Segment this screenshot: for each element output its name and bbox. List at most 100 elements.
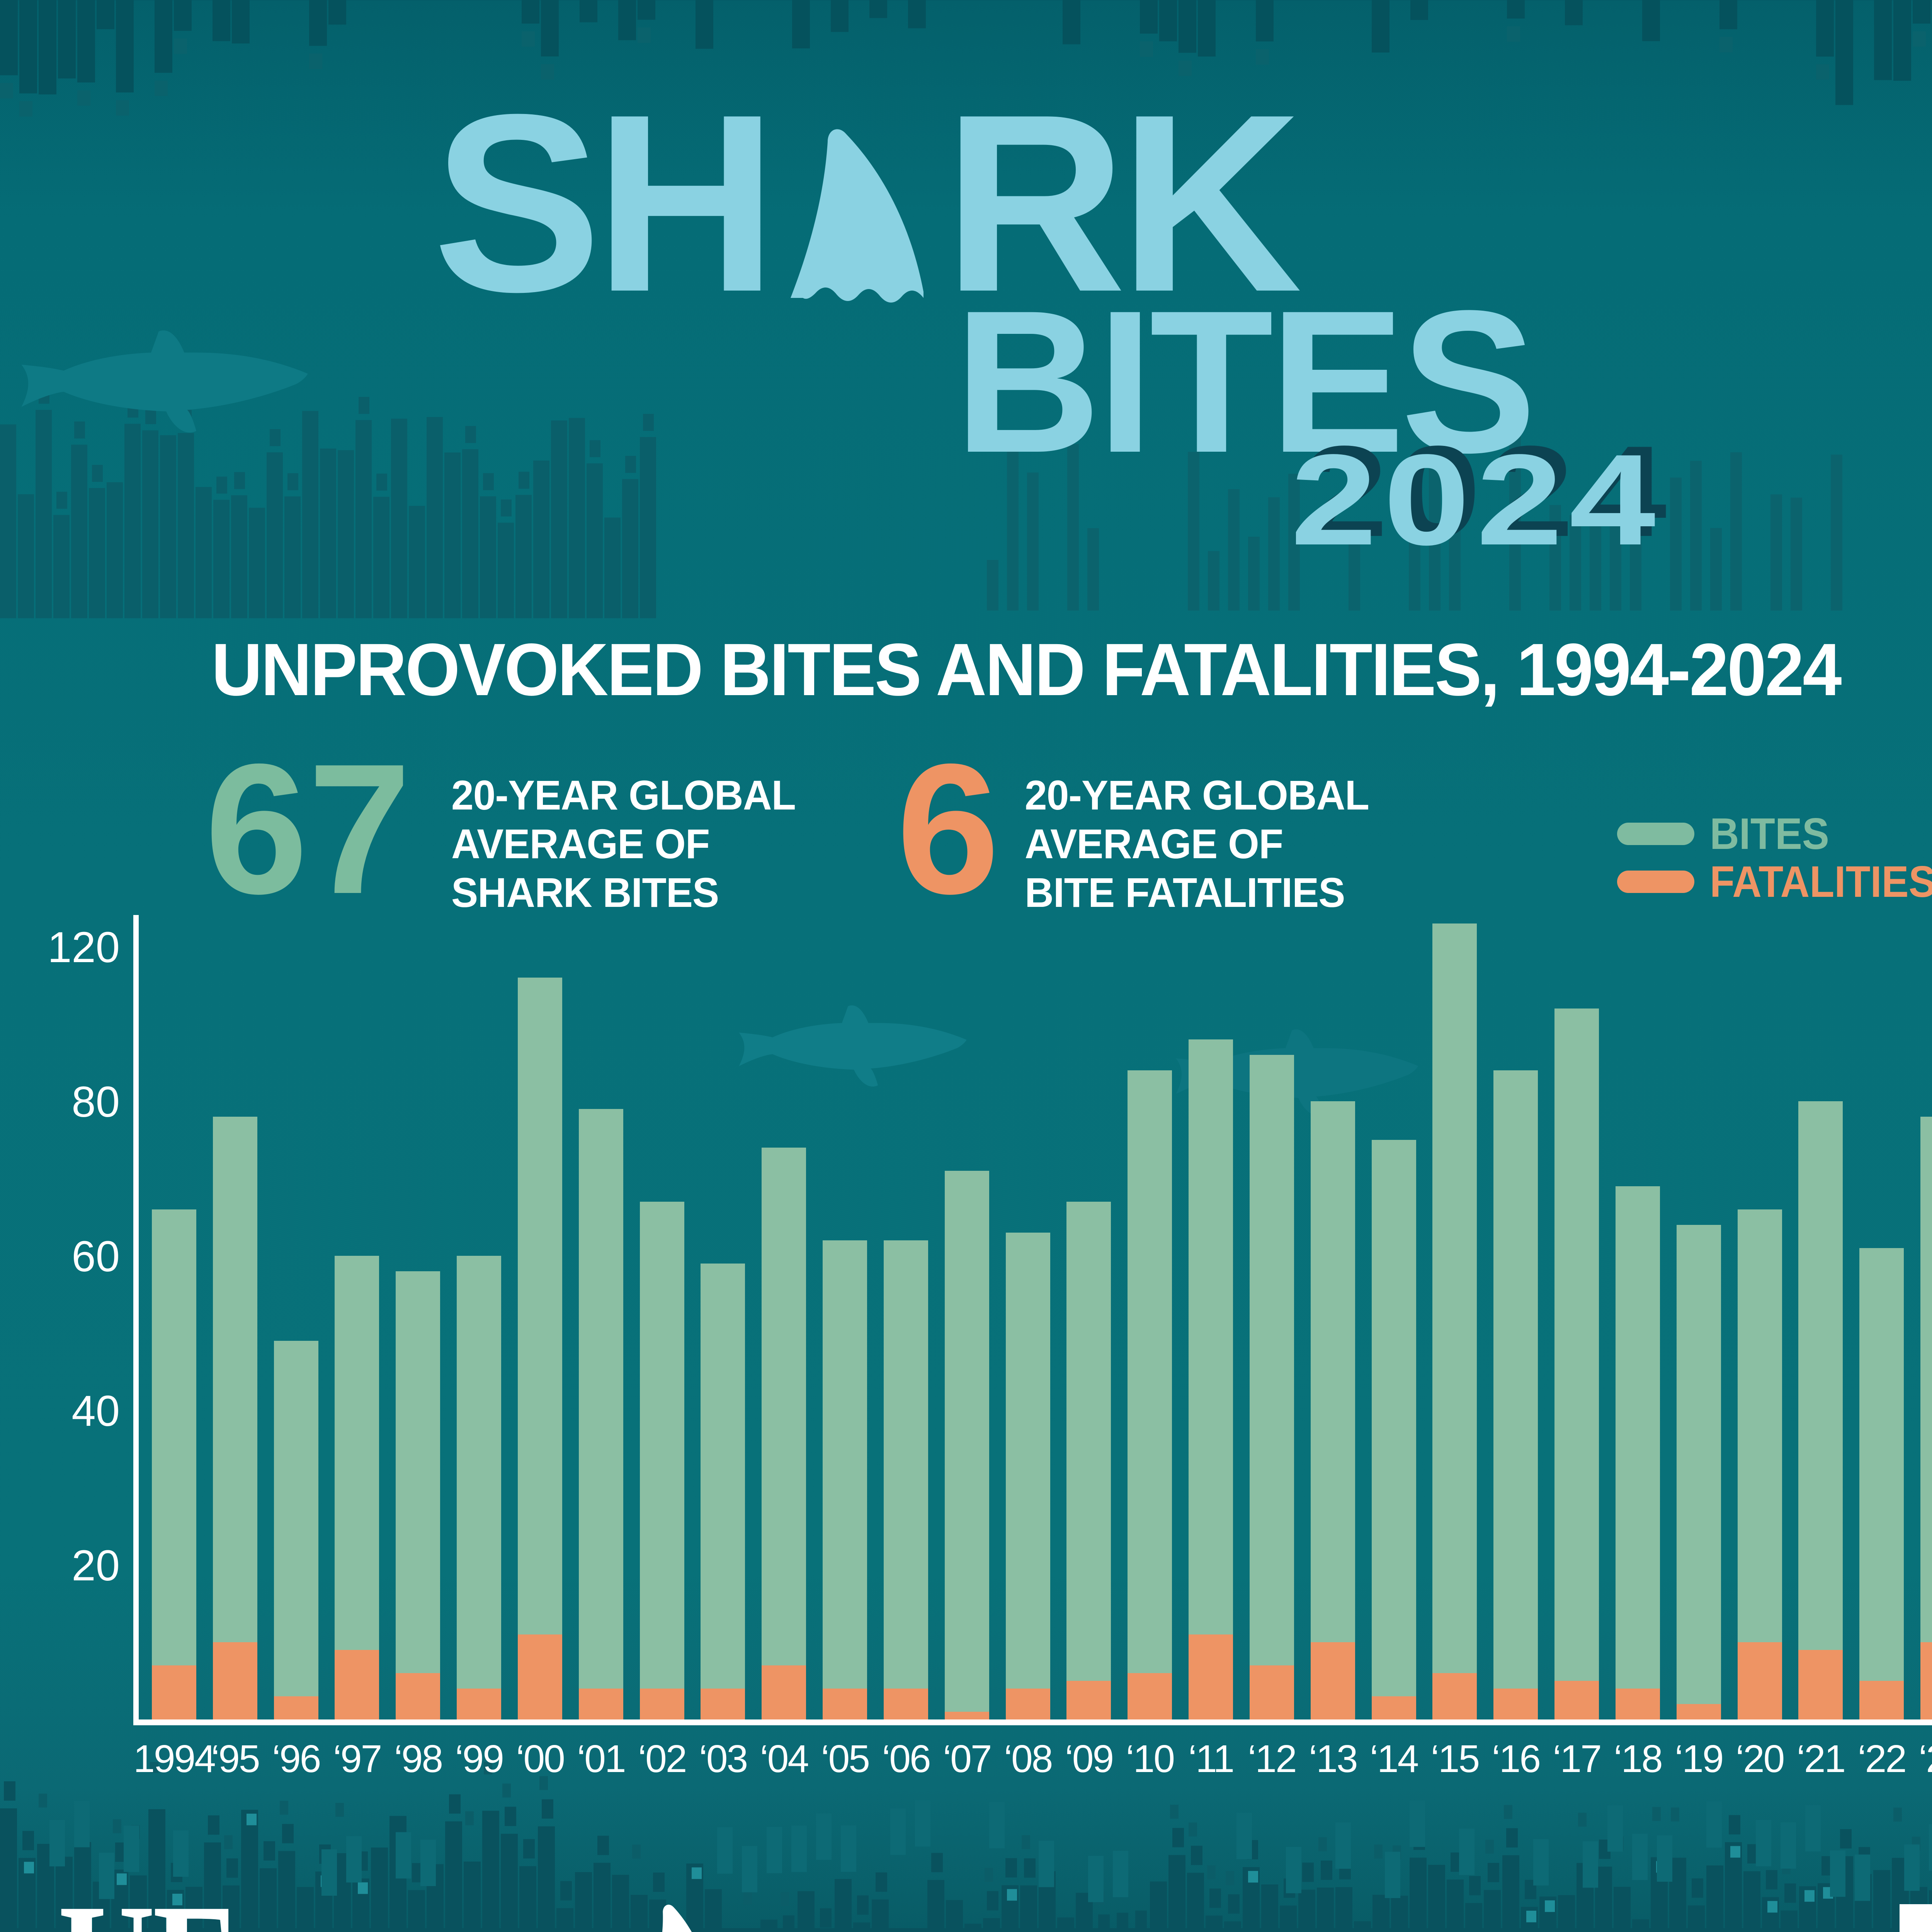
bites-bar-1997 xyxy=(335,1256,379,1719)
bar-2011: ‘11 xyxy=(1188,912,1235,1781)
bites-bar-2017 xyxy=(1554,1009,1599,1719)
bites-bar-2018 xyxy=(1615,1186,1660,1719)
x-tick-2015: ‘15 xyxy=(1430,1737,1480,1781)
fatalities-bar-1999 xyxy=(457,1689,502,1719)
fatalities-bar-2007 xyxy=(944,1712,989,1719)
bites-bar-2015 xyxy=(1432,923,1477,1719)
x-tick-1994: 1994 xyxy=(133,1737,216,1781)
bars-container: 1994 ‘95 ‘96 ‘97 ‘98 ‘99 ‘00 ‘01 ‘02 ‘03 ‘04 ‘05 ‘06… xyxy=(133,912,1932,1781)
fatalities-bar-2012 xyxy=(1249,1665,1294,1719)
bar-2003: ‘03 xyxy=(699,912,748,1781)
y-tick-20: 20 xyxy=(71,1541,120,1590)
title-word-bites: BITES xyxy=(954,269,1536,495)
x-tick-2006: ‘06 xyxy=(882,1737,931,1781)
bites-bar-2005 xyxy=(823,1240,867,1719)
bar-2006: ‘06 xyxy=(882,912,931,1781)
x-tick-2017: ‘17 xyxy=(1553,1737,1602,1781)
fatalities-bar-1996 xyxy=(274,1696,318,1719)
bites-bar-2023 xyxy=(1920,1117,1932,1719)
bites-bar-2001 xyxy=(578,1109,623,1719)
bites-bar-2000 xyxy=(517,978,562,1719)
stat-bites-average-label: 20-YEAR GLOBAL AVERAGE OF SHARK BITES xyxy=(451,772,796,916)
bar-2007: ‘07 xyxy=(943,912,992,1781)
fatalities-bar-2021 xyxy=(1798,1650,1843,1719)
fatalities-bar-1997 xyxy=(335,1650,379,1719)
x-tick-1997: ‘97 xyxy=(333,1737,382,1781)
bites-bar-2002 xyxy=(639,1202,684,1719)
bites-bar-2013 xyxy=(1310,1101,1355,1719)
bites-bar-2007 xyxy=(944,1171,989,1719)
fatalities-bar-2017 xyxy=(1554,1681,1599,1719)
shark-silhouette-top-left xyxy=(21,330,308,433)
bites-bar-2010 xyxy=(1128,1070,1172,1719)
bar-2001: ‘01 xyxy=(577,912,626,1781)
x-tick-2003: ‘03 xyxy=(699,1737,748,1781)
y-tick-80: 80 xyxy=(71,1078,120,1126)
x-tick-2008: ‘08 xyxy=(1003,1737,1053,1781)
title-year: 2024 xyxy=(1291,427,1662,572)
fatalities-bar-2003 xyxy=(701,1689,745,1719)
legend-row-bites: BITES xyxy=(1617,810,1932,859)
x-tick-1995: ‘95 xyxy=(211,1737,260,1781)
bites-bar-2014 xyxy=(1371,1140,1416,1719)
bites-bar-1999 xyxy=(457,1256,502,1719)
bar-1998: ‘98 xyxy=(394,912,443,1781)
bar-2019: ‘19 xyxy=(1675,912,1724,1781)
x-tick-2001: ‘01 xyxy=(577,1737,626,1781)
subtitle: UNPROVOKED BITES AND FATALITIES, 1994-20… xyxy=(211,628,1842,711)
bar-1997: ‘97 xyxy=(333,912,382,1781)
bites-bar-2016 xyxy=(1493,1070,1538,1719)
x-tick-2023: ‘23 xyxy=(1918,1737,1932,1781)
shark-fin-icon xyxy=(790,129,923,303)
fatalities-bar-2006 xyxy=(883,1689,928,1719)
bar-2018: ‘18 xyxy=(1614,912,1663,1781)
bar-1994: 1994 xyxy=(133,912,216,1781)
stat-bites-average-value: 67 xyxy=(205,725,411,932)
bites-bar-2003 xyxy=(701,1264,745,1719)
stat-fatalities-average-value: 6 xyxy=(896,725,1000,932)
fatalities-bar-1998 xyxy=(396,1673,440,1719)
fatalities-bar-1994 xyxy=(152,1665,196,1719)
x-tick-2020: ‘20 xyxy=(1735,1737,1785,1781)
bites-bar-1994 xyxy=(152,1209,196,1719)
fatalities-bar-2023 xyxy=(1920,1642,1932,1719)
fatalities-swatch-icon xyxy=(1617,871,1694,893)
bar-1996: ‘96 xyxy=(272,912,321,1781)
fatalities-bar-2016 xyxy=(1493,1689,1538,1719)
fatalities-bar-2019 xyxy=(1676,1704,1721,1719)
y-tick-40: 40 xyxy=(71,1387,120,1435)
x-axis-line xyxy=(133,1719,1932,1725)
x-tick-2000: ‘00 xyxy=(516,1737,565,1781)
bites-swatch-icon xyxy=(1617,823,1694,845)
bites-bar-2011 xyxy=(1189,1039,1233,1719)
fatalities-bar-2014 xyxy=(1371,1696,1416,1719)
x-tick-2002: ‘02 xyxy=(638,1737,687,1781)
x-tick-1998: ‘98 xyxy=(394,1737,443,1781)
y-axis-line xyxy=(133,915,139,1725)
x-tick-2009: ‘09 xyxy=(1065,1737,1114,1781)
bar-1999: ‘99 xyxy=(455,912,504,1781)
x-tick-2007: ‘07 xyxy=(943,1737,992,1781)
bar-2016: ‘16 xyxy=(1492,912,1541,1781)
florida-museum-monogram xyxy=(1900,1904,1932,1932)
x-tick-2016: ‘16 xyxy=(1492,1737,1541,1781)
fatalities-bar-2011 xyxy=(1189,1634,1233,1719)
bar-chart: 120 80 60 40 20 1994 ‘95 ‘96 ‘97 ‘98 ‘99 ‘00 ‘01 ‘02… xyxy=(48,912,1932,1812)
title-word-shark: SH RK xyxy=(433,77,1302,330)
bar-2010: ‘10 xyxy=(1126,912,1175,1781)
bites-bar-1998 xyxy=(396,1271,440,1719)
y-tick-120: 120 xyxy=(48,923,120,971)
x-tick-2005: ‘05 xyxy=(821,1737,870,1781)
bites-bar-2006 xyxy=(883,1240,928,1719)
bar-2009: ‘09 xyxy=(1065,912,1114,1781)
isaf-fin-icon xyxy=(662,1905,692,1932)
stat-fatalities-average-label: 20-YEAR GLOBAL AVERAGE OF BITE FATALITIE… xyxy=(1025,772,1369,916)
bar-2021: ‘21 xyxy=(1797,912,1846,1781)
fatalities-bar-2010 xyxy=(1128,1673,1172,1719)
bites-bar-1995 xyxy=(213,1117,257,1719)
bites-bar-2012 xyxy=(1249,1055,1294,1719)
x-tick-1999: ‘99 xyxy=(455,1737,504,1781)
bar-2012: ‘12 xyxy=(1248,912,1297,1781)
bar-2022: ‘22 xyxy=(1857,912,1907,1781)
x-tick-1996: ‘96 xyxy=(272,1737,321,1781)
